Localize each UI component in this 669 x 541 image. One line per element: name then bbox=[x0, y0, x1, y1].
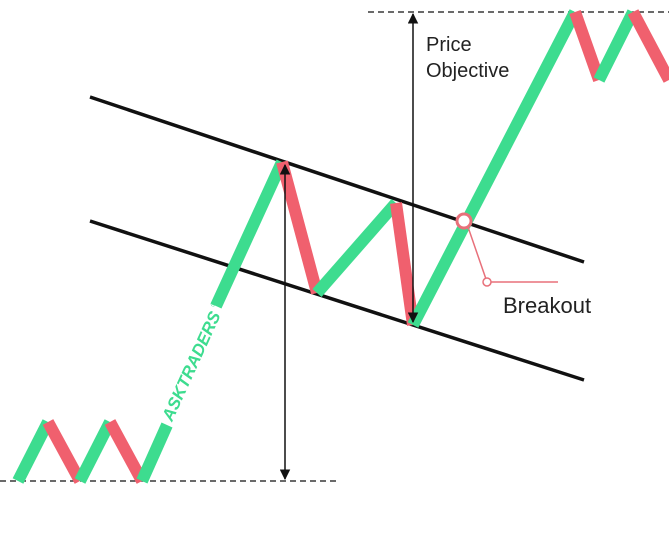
bull-segment bbox=[74, 419, 116, 484]
price-objective-label-line1: Price bbox=[426, 34, 472, 56]
bull-segment bbox=[12, 419, 54, 484]
bear-segment bbox=[627, 9, 669, 83]
breakout-callout-line bbox=[467, 226, 558, 283]
breakout-leg bbox=[407, 9, 581, 328]
flagpole-segment-upper bbox=[210, 159, 288, 309]
bear-segment bbox=[569, 10, 605, 82]
watermark: ASKTRADERS ® bbox=[158, 299, 225, 425]
bear-segment bbox=[104, 419, 148, 484]
watermark-registered-mark: ® bbox=[209, 299, 219, 308]
bull-segment bbox=[593, 9, 639, 83]
price-path bbox=[12, 9, 669, 484]
bear-segment bbox=[276, 160, 323, 295]
bull-segment bbox=[312, 199, 401, 297]
breakout-marker bbox=[455, 212, 473, 230]
flagpole-segment-lower bbox=[136, 422, 173, 484]
bear-segment bbox=[390, 202, 419, 326]
watermark-text: ASKTRADERS bbox=[158, 308, 225, 425]
channel-upper-line bbox=[89, 95, 585, 264]
bear-segment bbox=[42, 419, 86, 484]
channel-lower-line bbox=[89, 219, 585, 382]
price-objective-label-line2: Objective bbox=[426, 60, 509, 82]
breakout-label: Breakout bbox=[503, 293, 591, 318]
breakout-callout-dot bbox=[482, 277, 492, 287]
